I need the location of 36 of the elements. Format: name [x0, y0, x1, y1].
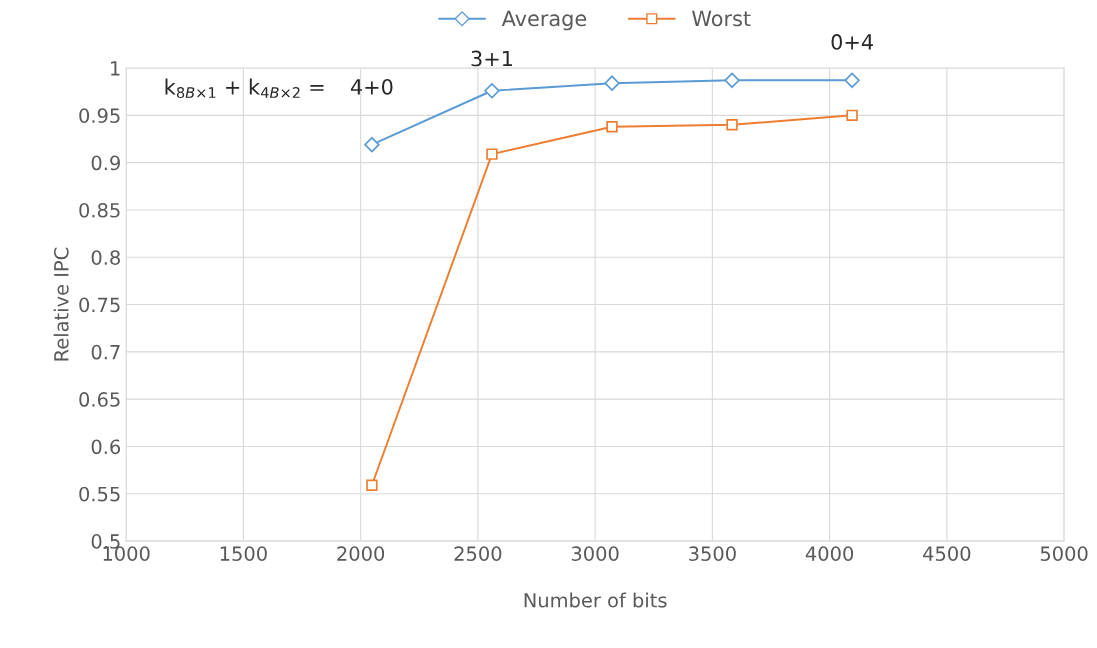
point — [364, 136, 380, 153]
legend-label: Average — [501, 10, 587, 31]
x-tick-label: 3000 — [571, 546, 619, 561]
y-tick-label: 0.55 — [79, 486, 120, 502]
x-tick-label: 3500 — [689, 546, 736, 561]
y-tick-label: 0.75 — [79, 297, 120, 313]
x-tick-label: 5000 — [1040, 546, 1088, 561]
x-tick-label: 2500 — [454, 546, 502, 561]
text: 0+4 — [831, 34, 873, 50]
legend-label: Worst — [692, 10, 751, 27]
annotation: 4+0 — [350, 78, 393, 95]
point — [844, 72, 860, 89]
point — [724, 72, 740, 89]
y-tick-label: 0.8 — [91, 250, 120, 265]
y-tick-label: 0.9 — [91, 155, 120, 171]
y-axis-title: Relative IPC — [53, 247, 69, 361]
x-axis-title: Number of bits — [524, 592, 667, 608]
x-tick-label: 4500 — [923, 546, 971, 561]
annotation: k$_{8B×1}$ + k$_{4B×2}$ = — [165, 78, 324, 99]
point — [604, 75, 620, 91]
text: 3+1 — [471, 50, 513, 67]
y-tick-label: 0.95 — [79, 108, 120, 124]
x-tick-label: 2000 — [337, 546, 385, 561]
x-tick-label: 4000 — [805, 546, 854, 561]
point — [484, 83, 500, 99]
point — [366, 479, 378, 491]
point — [846, 109, 858, 122]
y-tick-label: 1 — [111, 61, 120, 76]
y-tick-label: 0.6 — [91, 439, 121, 455]
y-tick-label: 0.7 — [91, 344, 120, 360]
point — [606, 121, 618, 133]
point — [486, 148, 498, 160]
y-tick-label: 0.65 — [79, 392, 120, 407]
x-tick-label: 1500 — [220, 546, 267, 561]
point — [726, 119, 738, 131]
y-tick-label: 0.85 — [79, 202, 120, 218]
